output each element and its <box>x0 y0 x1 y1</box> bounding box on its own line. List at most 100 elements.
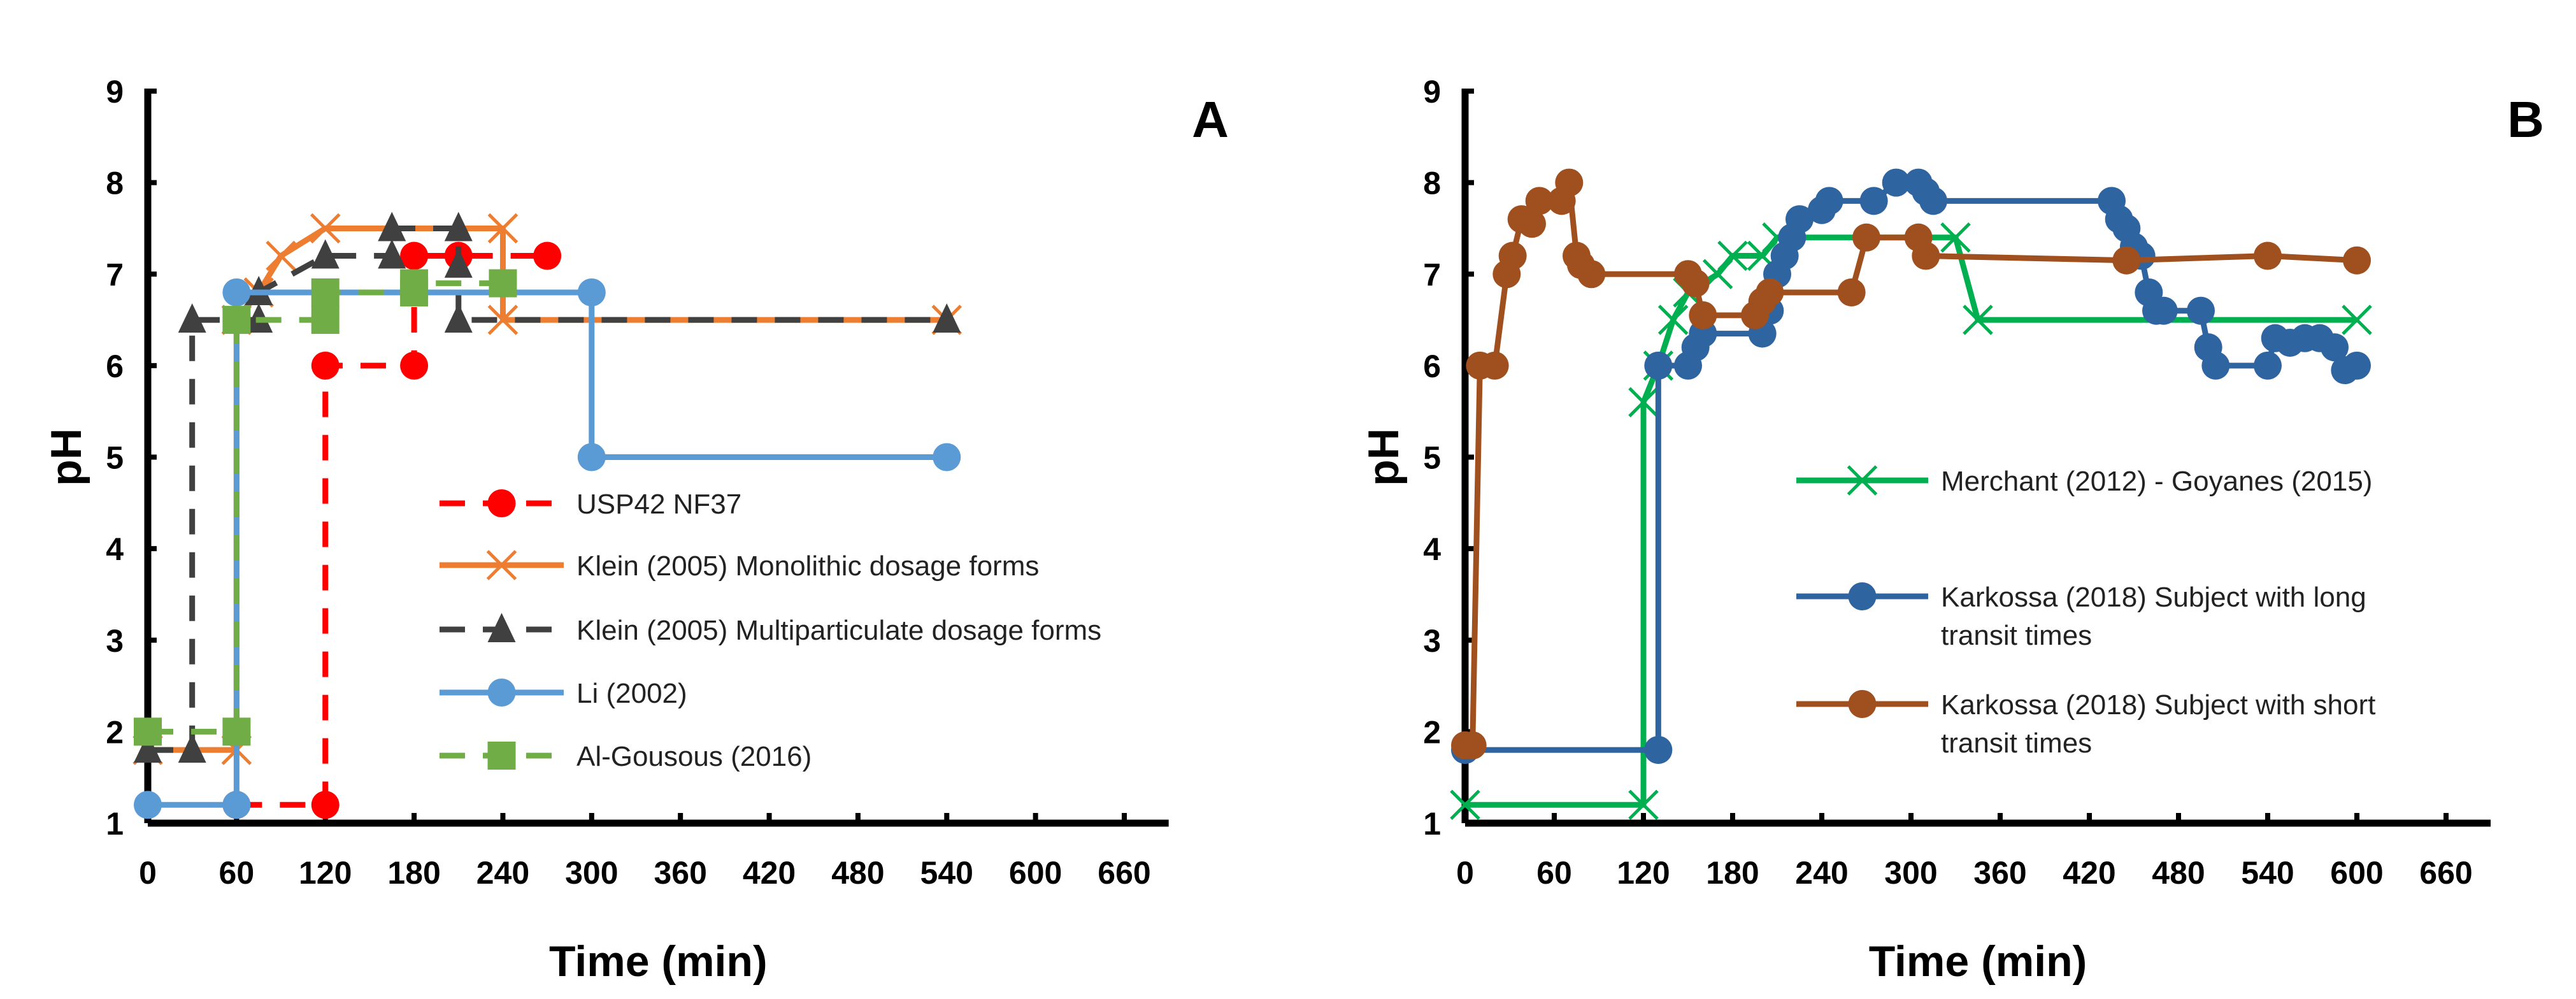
x-tick-label: 0 <box>1456 855 1474 891</box>
data-point <box>1963 305 1993 335</box>
data-point <box>2342 305 2372 335</box>
data-point <box>1919 187 1947 215</box>
data-point <box>311 239 340 269</box>
data-point <box>222 278 251 306</box>
data-point <box>1837 278 1866 306</box>
legend-marker <box>1848 582 1877 610</box>
data-point <box>2112 246 2141 275</box>
x-tick-label: 600 <box>2330 855 2383 891</box>
legend-entry: Klein (2005) Multiparticulate dosage for… <box>440 613 1101 646</box>
data-point <box>222 717 251 746</box>
data-point <box>444 303 473 333</box>
x-tick-label: 180 <box>1706 855 1759 891</box>
x-tick-label: 480 <box>831 855 884 891</box>
series-0 <box>1450 222 2372 821</box>
legend-entry: Karkossa (2018) Subject with short transi… <box>1796 689 2375 759</box>
legend-label: Al-Gousous (2016) <box>576 741 812 772</box>
data-point <box>134 717 162 746</box>
x-tick-label: 60 <box>1536 855 1572 891</box>
data-point <box>2254 351 2282 380</box>
x-axis-title: Time (min) <box>1869 937 2087 986</box>
legend-label: Li (2002) <box>576 678 687 709</box>
data-point <box>577 278 606 306</box>
data-point <box>2201 351 2230 380</box>
data-point <box>222 306 251 334</box>
x-tick-label: 60 <box>219 855 255 891</box>
data-point <box>1815 187 1843 215</box>
data-point <box>1785 205 1814 234</box>
data-point <box>2343 246 2371 275</box>
data-point <box>1577 260 1606 289</box>
series-line <box>148 225 947 753</box>
legend-label: USP42 NF37 <box>576 489 741 520</box>
chart-panel-a: 1 2 3 4 5 6 7 8 9 0 60 120 180 240 300 360 420 480 540 600 6… <box>42 74 1229 986</box>
panel-label: B <box>2507 91 2544 148</box>
x-tick-label: 480 <box>2152 855 2205 891</box>
legend-entry: Li (2002) <box>440 678 687 709</box>
data-point <box>400 241 429 270</box>
data-point <box>1859 187 1888 215</box>
data-point <box>1882 168 1910 197</box>
data-point <box>1458 731 1487 759</box>
legend-marker <box>487 679 516 707</box>
data-point <box>378 239 406 269</box>
legend-label: Karkossa (2018) Subject with short <box>1941 689 2375 721</box>
data-point <box>2187 296 2215 325</box>
y-tick-label: 7 <box>106 257 124 292</box>
y-tick-label: 4 <box>1423 531 1441 567</box>
y-tick-label: 3 <box>106 623 124 659</box>
legend-label: Klein (2005) Monolithic dosage forms <box>576 550 1039 582</box>
x-tick-label: 300 <box>1884 855 1937 891</box>
data-point <box>533 241 562 270</box>
legend-label: Karkossa (2018) Subject with long <box>1941 582 2366 613</box>
y-tick-label: 6 <box>1423 349 1441 384</box>
data-point <box>1450 789 1480 821</box>
legend-marker <box>1847 465 1878 496</box>
data-point <box>1555 168 1584 197</box>
series-line <box>148 289 947 808</box>
data-point <box>2321 333 2349 362</box>
legend-label: transit times <box>1941 620 2092 651</box>
data-point <box>134 791 162 819</box>
data-point <box>1644 351 1673 380</box>
data-point <box>444 248 473 278</box>
x-tick-label: 360 <box>1973 855 2026 891</box>
data-point <box>1518 210 1546 238</box>
y-tick-label: 9 <box>1423 74 1441 110</box>
series-2 <box>134 212 961 763</box>
data-point <box>178 733 206 763</box>
x-tick-label: 180 <box>387 855 440 891</box>
data-point <box>1717 240 1748 271</box>
legend-entry: USP42 NF37 <box>440 489 741 520</box>
data-point <box>1940 222 1971 253</box>
data-point <box>1628 387 1659 418</box>
y-tick-label: 1 <box>1423 806 1441 842</box>
y-tick-label: 3 <box>1423 623 1441 659</box>
series-line <box>236 253 548 808</box>
data-point <box>222 791 251 819</box>
series-2 <box>1451 168 2371 759</box>
y-tick-label: 5 <box>1423 440 1441 476</box>
data-point <box>1689 301 1717 329</box>
x-tick-label: 300 <box>565 855 618 891</box>
data-point <box>1628 789 1659 821</box>
data-point <box>489 269 517 298</box>
y-tick-label: 9 <box>106 74 124 110</box>
y-tick-label: 7 <box>1423 257 1441 292</box>
data-point <box>444 212 473 241</box>
data-point <box>1644 736 1673 765</box>
y-axis-title: pH <box>1359 428 1408 486</box>
data-point <box>311 351 340 380</box>
legend-marker <box>486 550 517 580</box>
data-point <box>487 305 519 335</box>
data-point <box>1525 187 1554 215</box>
data-point <box>311 306 340 334</box>
data-point <box>1681 269 1710 298</box>
x-tick-label: 660 <box>2419 855 2472 891</box>
x-axis-title: Time (min) <box>549 937 768 986</box>
data-point <box>310 213 341 244</box>
x-tick-label: 0 <box>139 855 157 891</box>
data-point <box>311 278 340 306</box>
y-tick-label: 2 <box>1423 714 1441 750</box>
